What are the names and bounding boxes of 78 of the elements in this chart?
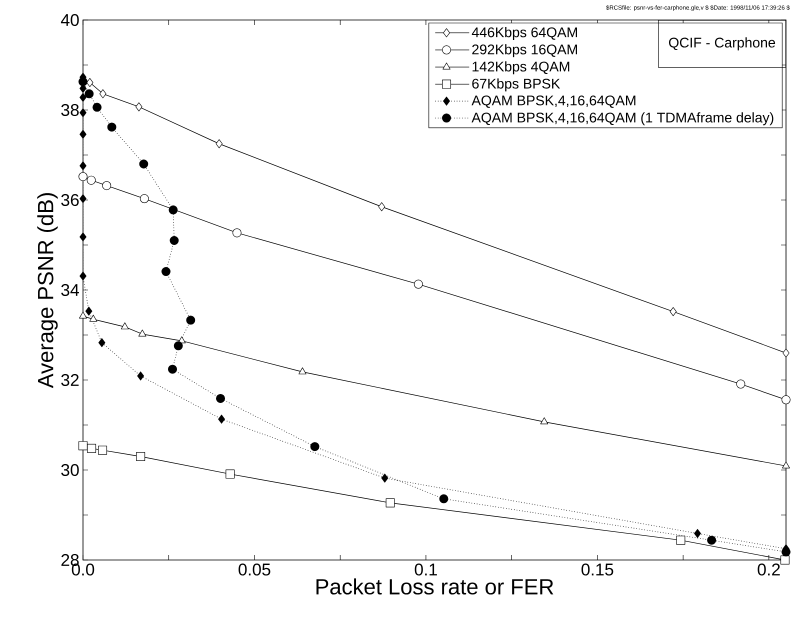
point [138,330,146,336]
point [161,267,170,276]
point [80,92,86,102]
point [226,470,235,479]
point [78,441,88,450]
x-tick-label: 0.2 [758,564,780,576]
point [80,161,86,170]
point [439,494,448,504]
point [86,176,96,185]
point [79,312,87,318]
point [216,394,226,403]
point [102,181,112,190]
point [89,314,98,322]
point [676,536,686,545]
point [782,395,791,404]
point [186,316,196,325]
point [694,528,701,538]
y-tick-label: 28 [61,554,79,566]
point [99,89,106,98]
legend-label: AQAM BPSK,4,16,64QAM (1 TDMAframe delay) [472,112,774,126]
point [107,122,116,132]
point [168,364,178,374]
point [120,322,129,330]
point [310,442,320,452]
point [80,272,86,281]
y-tick-label: 32 [61,374,79,386]
point [80,194,86,204]
y-axis-title: Average PSNR (dB) [37,193,58,388]
point [218,414,225,424]
y-tick-label: 40 [60,14,79,26]
point [86,78,94,88]
point [168,205,178,214]
point [736,380,746,389]
point [386,498,395,508]
point [135,102,142,112]
point [378,202,386,212]
x-tick-label: 0.0 [72,564,94,576]
point [540,417,548,424]
point [139,159,148,168]
y-tick-label: 34 [61,284,79,296]
point [232,228,242,238]
point [80,130,86,139]
y-tick-label: 36 [61,194,79,206]
legend-label: 142Kbps 4QAM [472,61,570,74]
point [92,102,102,112]
annotation: QCIF - Carphone [668,37,776,50]
x-tick-label: 0.1 [414,564,437,576]
legend-label: 446Kbps 64QAM [472,26,577,40]
point [707,536,716,545]
point [174,341,183,350]
point [84,89,94,98]
point [170,236,179,245]
legend-label: 292Kbps 16QAM [472,44,577,58]
point [136,452,146,461]
point [80,232,86,242]
point [78,172,88,182]
legend-label: AQAM BPSK,4,16,64QAM [472,95,636,108]
point [782,461,790,468]
point [137,371,144,380]
point [381,474,388,483]
point [98,446,108,455]
point [414,280,423,289]
point [87,444,96,453]
legend-label: 67Kbps BPSK [472,78,560,92]
point [216,139,223,148]
point [782,348,790,358]
point [85,306,92,316]
point [98,338,106,348]
x-tick-label: 0.05 [238,564,270,576]
x-tick-label: 0.15 [582,564,614,576]
y-tick-label: 30 [61,464,79,476]
y-tick-label: 38 [61,104,79,116]
x-axis-title: Packet Loss rate or FER [316,578,554,595]
point [140,194,149,204]
point [80,108,86,118]
point [298,367,306,374]
point [670,307,677,316]
point [780,556,790,564]
